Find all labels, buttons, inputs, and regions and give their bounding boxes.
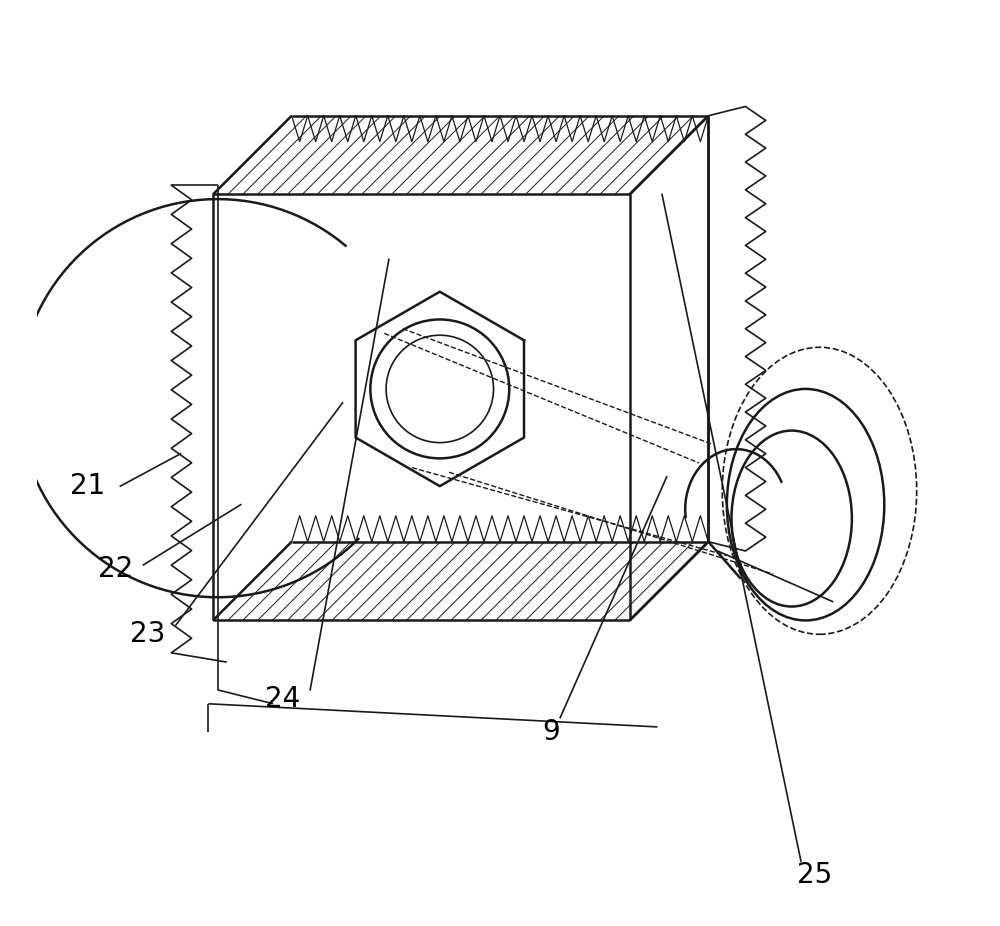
Text: 21: 21 — [70, 472, 106, 500]
Text: 24: 24 — [265, 685, 300, 713]
Text: 23: 23 — [130, 620, 166, 648]
Text: 9: 9 — [542, 718, 560, 745]
Text: 25: 25 — [797, 861, 832, 889]
Text: 22: 22 — [98, 556, 133, 583]
